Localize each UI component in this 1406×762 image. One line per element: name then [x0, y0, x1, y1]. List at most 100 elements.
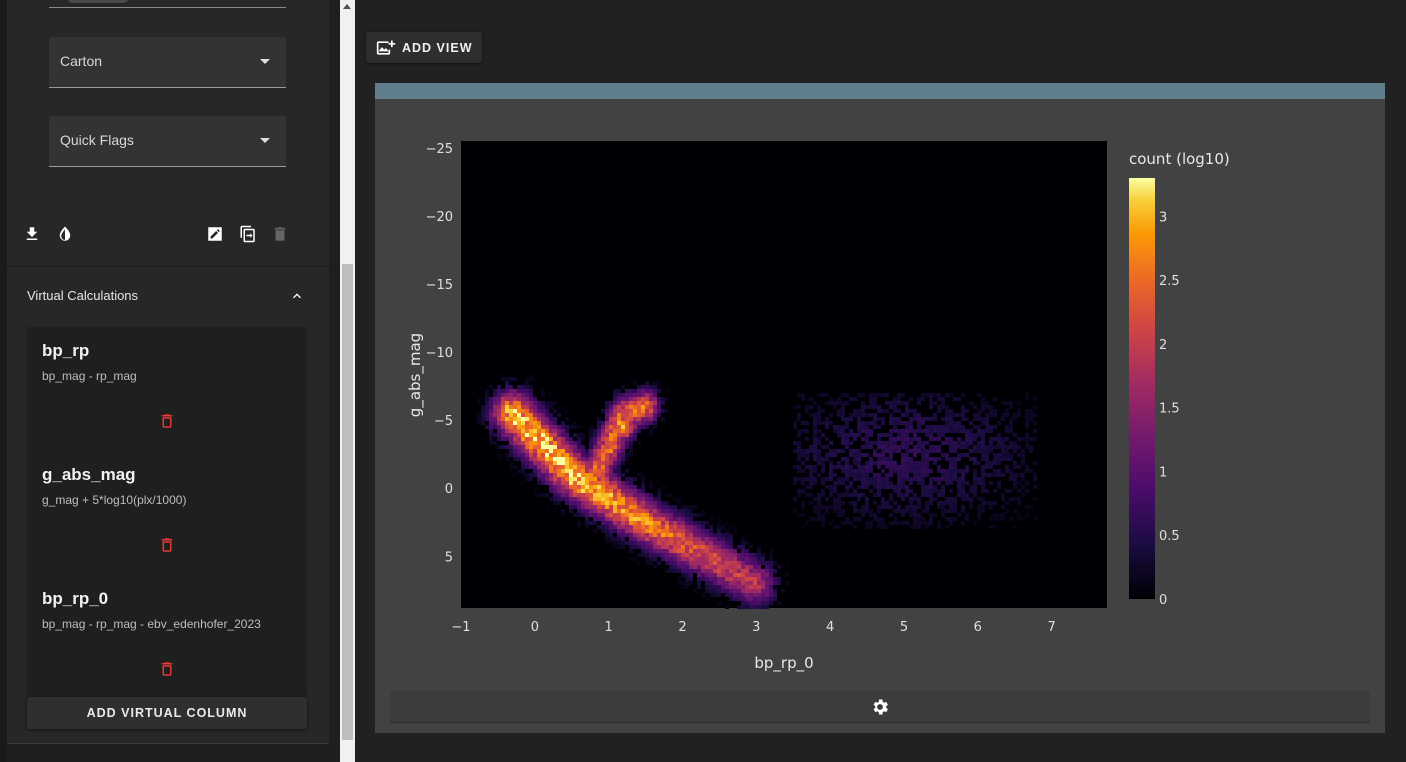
- heatmap-cell: [865, 505, 869, 509]
- heatmap-cell: [909, 497, 913, 501]
- scrollbar-thumb[interactable]: [342, 264, 353, 740]
- field-underline: [49, 7, 286, 8]
- gear-icon[interactable]: [870, 697, 890, 717]
- heatmap-cell: [1033, 421, 1037, 425]
- heatmap-cell: [589, 445, 593, 449]
- heatmap-cell: [989, 413, 993, 417]
- heatmap-cell: [913, 473, 917, 477]
- heatmap-cell: [837, 501, 841, 505]
- add-view-button[interactable]: ADD VIEW: [366, 32, 482, 63]
- heatmap-cell: [637, 489, 641, 493]
- heatmap-cell: [577, 453, 581, 457]
- heatmap-cell: [521, 445, 525, 449]
- plot-settings-bar[interactable]: [390, 691, 1370, 723]
- heatmap-cell: [705, 557, 709, 561]
- heatmap-cell: [1017, 445, 1021, 449]
- heatmap-cell: [949, 425, 953, 429]
- heatmap-cell: [893, 465, 897, 469]
- heatmap-cell: [501, 401, 505, 405]
- chevron-up-icon[interactable]: [289, 288, 305, 304]
- heatmap-cell: [517, 425, 521, 429]
- heatmap-cell: [989, 501, 993, 505]
- heatmap-cell: [729, 585, 733, 589]
- virtual-column-name: g_abs_mag: [42, 465, 136, 484]
- carton-select[interactable]: Carton: [49, 37, 286, 88]
- heatmap-cell: [533, 433, 537, 437]
- plot-area[interactable]: [461, 141, 1107, 608]
- heatmap-cell: [797, 513, 801, 517]
- virtual-calculations-header[interactable]: Virtual Calculations: [27, 288, 139, 303]
- heatmap-cell: [589, 441, 593, 445]
- add-chart-icon: [376, 40, 396, 55]
- trash-icon[interactable]: [158, 536, 176, 554]
- heatmap-cell: [649, 401, 653, 405]
- heatmap-cell: [989, 525, 993, 529]
- heatmap-cell: [829, 521, 833, 525]
- download-icon[interactable]: [21, 223, 43, 245]
- heatmap-cell: [517, 421, 521, 425]
- heatmap-cell: [529, 433, 533, 437]
- heatmap-cell: [985, 461, 989, 465]
- heatmap-cell: [833, 429, 837, 433]
- heatmap-cell: [977, 517, 981, 521]
- heatmap-cell: [573, 465, 577, 469]
- heatmap-cell: [645, 393, 649, 397]
- filter-chip[interactable]: [67, 0, 129, 3]
- heatmap-cell: [801, 481, 805, 485]
- heatmap-cell: [569, 453, 573, 457]
- heatmap-cell: [573, 493, 577, 497]
- heatmap-cell: [609, 501, 613, 505]
- heatmap-cell: [661, 513, 665, 517]
- contrast-icon[interactable]: [54, 223, 76, 245]
- heatmap-cell: [513, 429, 517, 433]
- heatmap-cell: [825, 445, 829, 449]
- scroll-up-arrow-icon[interactable]: [343, 4, 351, 9]
- heatmap-cell: [809, 485, 813, 489]
- heatmap-cell: [721, 585, 725, 589]
- edit-icon[interactable]: [204, 223, 226, 245]
- heatmap-plot[interactable]: −1 0 1 2 3 4 5 6 7 −25−20−15−10−505 bp_rp_0 g_ab…: [375, 99, 1385, 691]
- heatmap-cell: [561, 481, 565, 485]
- heatmap-cell: [665, 501, 669, 505]
- heatmap-cell: [761, 593, 765, 597]
- heatmap-cell: [613, 429, 617, 433]
- y-tick-label: −25: [426, 142, 453, 157]
- heatmap-cell: [961, 485, 965, 489]
- heatmap-cell: [821, 489, 825, 493]
- heatmap-cell: [581, 425, 585, 429]
- heatmap-cell: [629, 517, 633, 521]
- heatmap-cell: [705, 537, 709, 541]
- heatmap-cell: [613, 525, 617, 529]
- heatmap-cell: [537, 433, 541, 437]
- heatmap-cell: [625, 437, 629, 441]
- heatmap-cell: [1001, 517, 1005, 521]
- heatmap-cell: [989, 437, 993, 441]
- heatmap-cell: [873, 477, 877, 481]
- heatmap-cell: [613, 405, 617, 409]
- heatmap-cell: [881, 445, 885, 449]
- scrollbar[interactable]: [340, 0, 355, 762]
- heatmap-cell: [641, 409, 645, 413]
- heatmap-cell: [929, 401, 933, 405]
- trash-icon[interactable]: [158, 660, 176, 678]
- add-virtual-column-button[interactable]: ADD VIRTUAL COLUMN: [27, 697, 307, 729]
- heatmap-cell: [573, 501, 577, 505]
- heatmap-cell: [641, 485, 645, 489]
- heatmap-cell: [949, 413, 953, 417]
- heatmap-cell: [897, 509, 901, 513]
- view-card-header[interactable]: [375, 83, 1385, 99]
- heatmap-cell: [885, 409, 889, 413]
- heatmap-cell: [621, 461, 625, 465]
- copy-icon[interactable]: [237, 223, 259, 245]
- heatmap-cell: [545, 413, 549, 417]
- heatmap-cell: [581, 437, 585, 441]
- quick-flags-select[interactable]: Quick Flags: [49, 116, 286, 167]
- heatmap-cell: [829, 505, 833, 509]
- heatmap-cell: [493, 441, 497, 445]
- heatmap-cell: [589, 457, 593, 461]
- heatmap-cell: [845, 437, 849, 441]
- trash-icon[interactable]: [158, 412, 176, 430]
- heatmap-cell: [897, 481, 901, 485]
- heatmap-cell: [669, 513, 673, 517]
- heatmap-cell: [921, 445, 925, 449]
